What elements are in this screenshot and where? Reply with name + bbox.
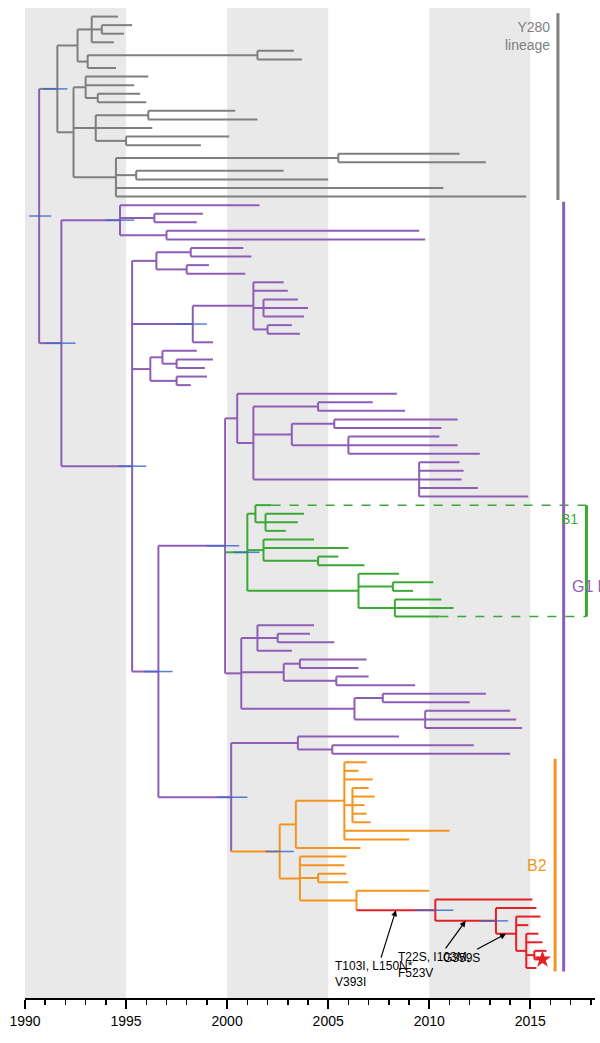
svg-text:B2: B2: [527, 857, 547, 874]
svg-text:2000: 2000: [212, 1013, 243, 1029]
svg-text:B1: B1: [561, 511, 578, 527]
svg-text:Y280lineage: Y280lineage: [505, 19, 550, 53]
svg-text:2010: 2010: [414, 1013, 445, 1029]
svg-text:1990: 1990: [9, 1013, 40, 1029]
svg-text:G1 lineage: G1 lineage: [572, 578, 600, 595]
svg-text:1995: 1995: [110, 1013, 141, 1029]
svg-text:G359S: G359S: [443, 951, 480, 965]
svg-text:2015: 2015: [515, 1013, 546, 1029]
svg-text:T103I, L150N*,V393I: T103I, L150N*,V393I: [335, 959, 416, 989]
svg-text:T22S, I103M,F523V: T22S, I103M,F523V: [398, 950, 470, 980]
svg-text:2005: 2005: [313, 1013, 344, 1029]
